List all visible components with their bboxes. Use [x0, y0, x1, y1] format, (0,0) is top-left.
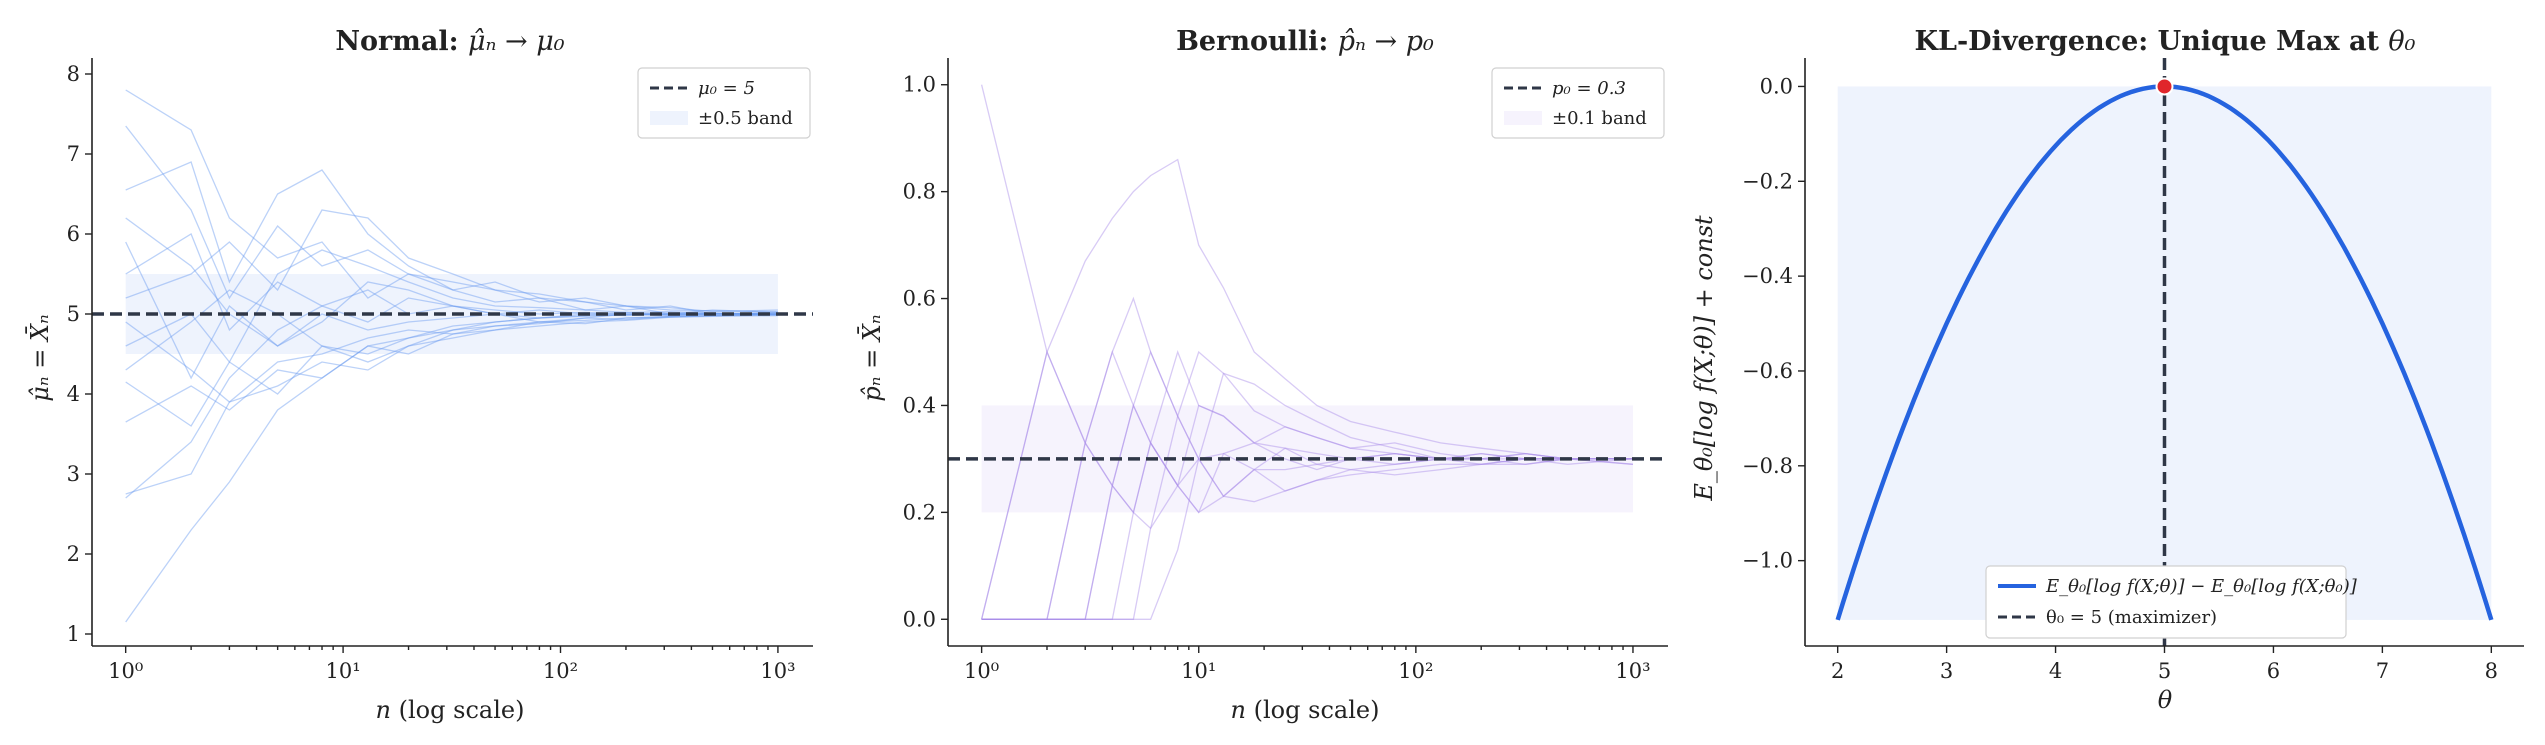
bernoulli-panel: Bernoulli: p̂ₙ → p₀ 10⁰ 10¹ 10² 10³ 0.0 0.2 0…	[858, 26, 1668, 724]
max-point	[2155, 77, 2174, 96]
x-tick-label: 3	[1940, 659, 1953, 683]
y-tick-label: 1	[67, 622, 80, 646]
sample-path-6	[981, 372, 1633, 620]
legend-frame	[1985, 565, 2347, 639]
kl-title: KL-Divergence: Unique Max at θ₀	[1915, 26, 2416, 57]
normal-panel: Normal: μ̂ₙ → μ₀ 10⁰ 10¹ 10² 10³ 1 2 3 4 5 6 7 8 n…	[26, 26, 813, 724]
legend-band-swatch	[1504, 111, 1542, 125]
legend-band-label: ±0.1 band	[1552, 108, 1647, 129]
x-tick-label: 6	[2267, 659, 2280, 683]
bernoulli-legend: p₀ = 0.3 ±0.1 band	[1491, 67, 1665, 139]
y-tick-label: 6	[67, 222, 80, 246]
legend-band-swatch	[650, 111, 688, 125]
x-tick-label: 8	[2485, 659, 2498, 683]
sample-path-1	[125, 125, 778, 313]
normal-title: Normal: μ̂ₙ → μ₀	[335, 26, 564, 57]
sample-path-6	[125, 314, 778, 427]
y-tick-label: −1.0	[1742, 549, 1793, 573]
x-tick-label: 4	[2049, 659, 2062, 683]
kl-xlabel: θ	[2158, 686, 2173, 714]
normal-legend: μ₀ = 5 ±0.5 band	[637, 67, 811, 139]
y-tick-label: 5	[67, 302, 80, 326]
sample-path-2	[981, 350, 1634, 620]
y-tick-label: 3	[67, 462, 80, 486]
y-tick-label: 1.0	[903, 73, 936, 97]
bernoulli-title: Bernoulli: p̂ₙ → p₀	[1176, 26, 1434, 57]
y-tick-label: 0.4	[903, 393, 936, 417]
y-tick-label: 8	[67, 62, 80, 86]
sample-path-5	[125, 314, 778, 403]
y-tick-label: 0.2	[903, 500, 936, 524]
kl-ylabel: E_θ₀[log f(X;θ)] + const	[1690, 215, 1718, 502]
y-tick-label: −0.6	[1742, 359, 1793, 383]
x-tick-label: 7	[2376, 659, 2389, 683]
x-tick-label: 10⁰	[108, 659, 143, 683]
x-tick-label: 10²	[1398, 659, 1433, 683]
x-tick-label: 10¹	[1181, 659, 1216, 683]
normal-ylabel: μ̂ₙ = X̄ₙ	[26, 314, 54, 402]
y-tick-label: 4	[67, 382, 80, 406]
sample-path-7	[125, 314, 778, 423]
x-tick-label: 5	[2158, 659, 2171, 683]
x-tick-label: 10³	[760, 659, 795, 683]
x-tick-label: 10³	[1615, 659, 1650, 683]
sample-path-3	[981, 350, 1633, 620]
x-tick-label: 10²	[543, 659, 578, 683]
y-tick-label: 0.0	[903, 607, 936, 631]
y-tick-label: −0.2	[1742, 169, 1793, 193]
legend-vline-label: θ₀ = 5 (maximizer)	[2046, 607, 2217, 628]
bernoulli-ylabel: p̂ₙ = X̄ₙ	[858, 314, 886, 401]
sample-path-9	[125, 313, 778, 623]
x-tick-label: 10⁰	[964, 659, 999, 683]
legend-ref-label: μ₀ = 5	[698, 78, 755, 99]
y-tick-label: 7	[67, 142, 80, 166]
legend-curve-label: E_θ₀[log f(X;θ)] − E_θ₀[log f(X;θ₀)]	[2045, 576, 2358, 597]
y-tick-label: 0.6	[903, 287, 936, 311]
y-tick-label: 2	[67, 542, 80, 566]
x-tick-label: 2	[1831, 659, 1844, 683]
x-tick-label: 10¹	[326, 659, 361, 683]
kl-legend: E_θ₀[log f(X;θ)] − E_θ₀[log f(X;θ₀)] θ₀ …	[1985, 565, 2358, 639]
y-tick-label: −0.8	[1742, 454, 1793, 478]
sample-path-0	[980, 84, 1633, 460]
sample-path-1	[980, 349, 1633, 620]
y-tick-label: 0.0	[1760, 74, 1793, 98]
sample-path-8	[125, 313, 778, 495]
sample-path-11	[125, 249, 778, 364]
legend-ref-label: p₀ = 0.3	[1552, 78, 1626, 99]
y-tick-label: −0.4	[1742, 264, 1793, 288]
bernoulli-xlabel: n (log scale)	[1231, 696, 1380, 724]
sample-path-7	[980, 296, 1634, 620]
normal-xlabel: n (log scale)	[376, 696, 525, 724]
y-tick-label: 0.8	[903, 180, 936, 204]
sample-path-2	[125, 161, 778, 315]
sample-path-10	[125, 209, 778, 313]
sample-path-0	[125, 89, 778, 315]
legend-band-label: ±0.5 band	[698, 108, 793, 129]
